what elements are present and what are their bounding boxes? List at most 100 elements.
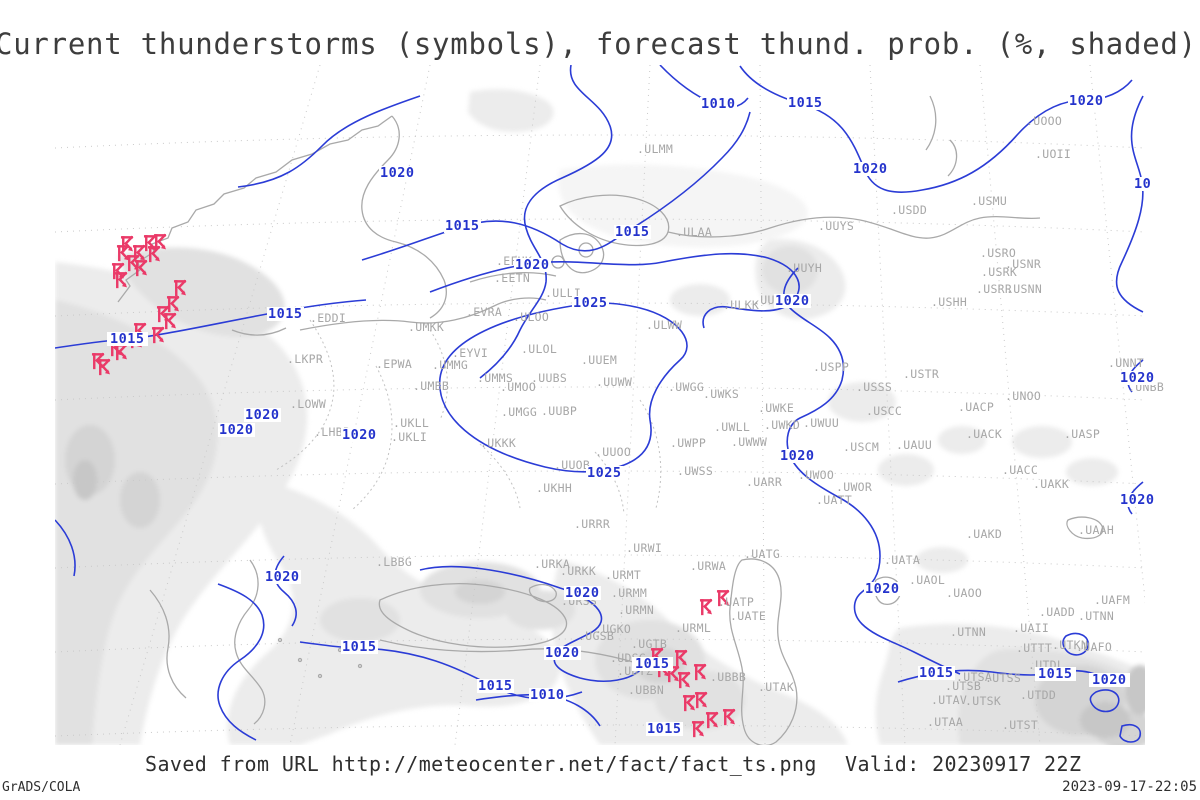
station-label: .UGTB xyxy=(631,637,668,651)
thunderstorm-icon xyxy=(699,599,714,616)
station-label: .UGKO xyxy=(595,622,632,636)
station-label: .URML xyxy=(675,621,712,635)
station-label: .UWWW xyxy=(731,435,768,449)
station-label: .UAOO xyxy=(946,586,983,600)
station-label: .URMN xyxy=(618,603,655,617)
station-label: .USNN xyxy=(1006,282,1043,296)
isobar-value-label: 1025 xyxy=(586,465,623,481)
station-label: .UACK xyxy=(966,427,1003,441)
isobar-value-label: 1015 xyxy=(107,332,148,346)
station-label: .UTKN xyxy=(1052,638,1089,652)
station-label: .ULMM xyxy=(637,142,674,156)
isobar-value-label: 1020 xyxy=(379,165,416,181)
station-label: .UGSB xyxy=(578,629,615,643)
isobar-value-label: 1015 xyxy=(787,95,824,111)
station-label: .UTSA xyxy=(956,670,993,684)
station-label: .UMGG xyxy=(501,405,538,419)
isobar-value-label: 1020 xyxy=(1089,673,1130,687)
station-label: .EETN xyxy=(494,271,531,285)
isobar-value-label: 1020 xyxy=(777,449,818,463)
station-label: .UACC xyxy=(1002,463,1039,477)
station-label: .UOII xyxy=(1035,147,1072,161)
station-label: .URKA xyxy=(534,557,571,571)
isobar-value-label: 1020 xyxy=(852,161,889,177)
station-label: .UMMS xyxy=(477,371,514,385)
isobar-value-label: 1015 xyxy=(646,721,683,737)
station-label: .UTSK xyxy=(965,694,1002,708)
isobar-value-label: 1020 xyxy=(544,645,581,661)
station-label: .ULOL xyxy=(521,342,558,356)
station-label: .USPP xyxy=(813,360,850,374)
station-label: .UTNN xyxy=(1078,609,1115,623)
station-label: .UATG xyxy=(744,547,781,561)
isobar-value-label: 1015 xyxy=(1035,667,1076,681)
coastlines xyxy=(117,95,1104,745)
isobar-value-label: 1020 xyxy=(264,569,301,585)
station-label: .UUYS xyxy=(818,219,855,233)
station-label: .UUOO xyxy=(595,445,632,459)
station-label: .EYVI xyxy=(452,346,489,360)
station-label: .UARR xyxy=(746,475,783,489)
station-label: .UOOO xyxy=(1026,114,1063,128)
station-label: .UUWW xyxy=(596,375,633,389)
station-label: .ULAA xyxy=(676,225,713,239)
station-label: .UACP xyxy=(958,400,995,414)
station-label: .UADD xyxy=(1039,605,1076,619)
station-label: .USDD xyxy=(891,203,928,217)
station-label: .USCM xyxy=(843,440,880,454)
isobar-value-label: 1020 xyxy=(1119,370,1156,386)
station-label: .URMM xyxy=(611,586,648,600)
station-label: .USRR xyxy=(976,282,1013,296)
isobar-value-label: 10 xyxy=(1133,176,1153,192)
station-label: .UWUU xyxy=(803,416,840,430)
isobar-value-label: 1020 xyxy=(864,581,901,597)
station-label: .EVRA xyxy=(466,305,503,319)
station-label: .UAFO xyxy=(1076,640,1113,654)
station-label: .ULOO xyxy=(513,310,550,324)
station-label: .UTSB xyxy=(945,679,982,693)
station-label: .UUYH xyxy=(786,261,823,275)
station-label: .URWI xyxy=(626,541,663,555)
isobar-value-label: 1015 xyxy=(632,657,673,671)
station-label: .UTTT xyxy=(1016,641,1053,655)
station-label: .UATE xyxy=(730,609,767,623)
station-label: .EPWA xyxy=(376,357,413,371)
station-label: .USHH xyxy=(931,295,968,309)
station-label: .USTR xyxy=(903,367,940,381)
station-label: .UWGG xyxy=(668,380,705,394)
station-label: .UWLL xyxy=(714,420,751,434)
isobar-value-label: 1015 xyxy=(477,678,514,694)
isobar-value-label: 1010 xyxy=(700,96,737,112)
station-label: .URMT xyxy=(605,568,642,582)
isobar-value-label: 1020 xyxy=(774,293,811,309)
grads-cola-credit: GrADS/COLA xyxy=(2,780,81,795)
station-label: .URKK xyxy=(560,564,597,578)
station-label: .URRR xyxy=(574,517,611,531)
station-label: .EDDI xyxy=(310,311,347,325)
isobar-value-label: 1015 xyxy=(267,306,304,322)
station-label: .UAFM xyxy=(1094,593,1131,607)
station-label: .UWPP xyxy=(670,436,707,450)
station-label: .USMU xyxy=(971,194,1008,208)
station-label: .LHBP xyxy=(314,425,351,439)
station-label: .UTSS xyxy=(985,671,1022,685)
station-label: .UAUU xyxy=(896,438,933,452)
isobar-value-label: 1015 xyxy=(614,224,651,240)
station-label: .UTAA xyxy=(927,715,964,729)
station-label: .USNR xyxy=(1005,257,1042,271)
station-label: .UUBS xyxy=(531,371,568,385)
isobar-value-label: 1020 xyxy=(514,257,551,273)
station-label: .UASP xyxy=(1064,427,1101,441)
station-label: .ULWW xyxy=(646,318,683,332)
station-label: .UUOB xyxy=(554,458,591,472)
station-label: .USSS xyxy=(856,380,893,394)
station-label: .USCC xyxy=(866,404,903,418)
station-label: .ULLI xyxy=(545,286,582,300)
station-label: .UTAV xyxy=(931,693,968,707)
isobar-value-label: 1020 xyxy=(1068,93,1105,109)
station-label: .UWSS xyxy=(677,464,714,478)
graticule xyxy=(55,65,1145,745)
station-label: .LOWW xyxy=(290,397,327,411)
